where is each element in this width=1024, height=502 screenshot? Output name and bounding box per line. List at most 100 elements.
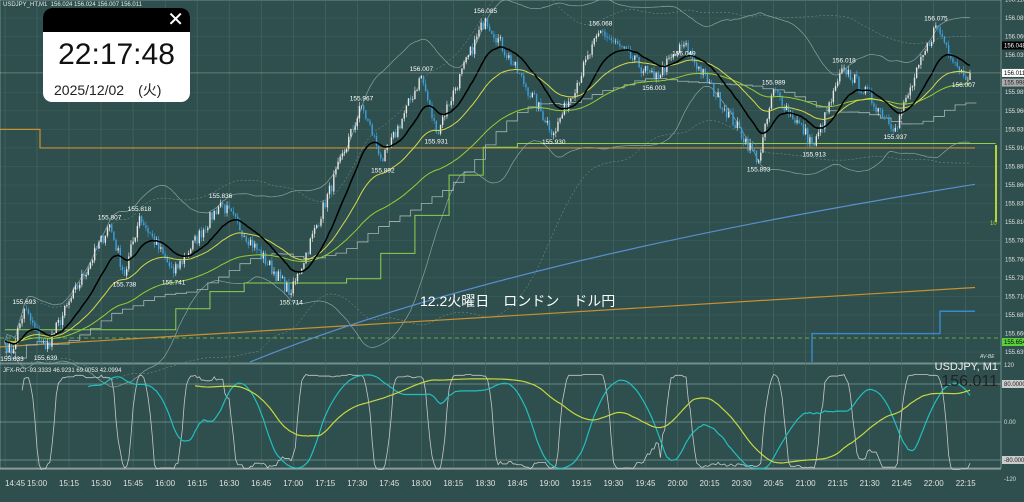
candle-body	[311, 233, 314, 239]
candle-body	[273, 271, 275, 274]
candle-body	[873, 103, 875, 107]
long-ma-line	[0, 286, 976, 348]
price-annotation: 156.007	[952, 82, 976, 89]
candle-body	[550, 130, 553, 136]
candle-body	[76, 285, 79, 289]
candle-body	[486, 18, 489, 27]
candle-body	[170, 266, 173, 268]
candle-body	[969, 72, 971, 80]
price-tag-label: 156.048	[1004, 43, 1024, 49]
candle-body	[113, 231, 115, 241]
candle-body	[40, 340, 42, 343]
candle-body	[243, 236, 245, 238]
candle-body	[305, 252, 307, 264]
candle-body	[719, 92, 721, 108]
candle-body	[143, 222, 145, 226]
candle-body	[794, 119, 796, 123]
price-annotation: 155.693	[12, 299, 36, 306]
candle-body	[535, 94, 538, 109]
candle-body	[809, 137, 811, 143]
candle-body	[555, 131, 557, 134]
candle-body	[503, 50, 506, 56]
y-tick-label: 155.710	[1005, 294, 1024, 300]
candle-body	[945, 42, 948, 45]
candle-body	[745, 138, 747, 143]
y-tick-label: 155.785	[1005, 239, 1024, 245]
candle-body	[303, 263, 305, 269]
candle-body	[935, 25, 937, 28]
candle-body	[629, 49, 632, 59]
price-annotation: 155.931	[425, 138, 449, 145]
candle-body	[241, 230, 243, 237]
candle-body	[21, 318, 23, 324]
rci-header: JFX-RCI -93.3333 46.9231 69.0053 42.0994	[3, 368, 122, 374]
candle-body	[360, 105, 363, 107]
candle-body	[12, 348, 15, 354]
ma-slow-line	[4, 72, 971, 343]
candle-body	[465, 57, 467, 63]
candle-body	[87, 268, 89, 275]
x-tick-label: 18:30	[475, 479, 496, 488]
candle-body	[298, 273, 301, 275]
candle-body	[531, 93, 534, 98]
x-tick-label: 17:30	[347, 479, 368, 488]
clock-titlebar[interactable]: ✕	[43, 8, 190, 32]
candle-body	[587, 55, 589, 60]
price-tag-label: 155.654	[1004, 340, 1024, 346]
candle-body	[730, 111, 732, 113]
candle-body	[213, 210, 215, 220]
candle-body	[202, 229, 205, 238]
candle-body	[264, 252, 267, 265]
candle-body	[488, 26, 491, 31]
y-tick-label: 156.085	[1005, 16, 1024, 22]
candle-body	[324, 202, 326, 208]
candle-body	[416, 89, 418, 91]
candle-body	[646, 66, 649, 71]
candle-body	[715, 96, 717, 97]
candle-body	[636, 55, 638, 58]
candle-body	[634, 55, 636, 60]
candle-body	[747, 138, 749, 151]
y-tick-label: 155.760	[1005, 257, 1024, 263]
candle-body	[348, 136, 350, 149]
x-tick-label: 20:15	[700, 479, 721, 488]
candle-body	[100, 235, 102, 243]
step-line-gray	[5, 78, 977, 359]
candle-body	[335, 169, 337, 175]
candle-body	[775, 89, 777, 90]
candle-body	[138, 216, 141, 226]
candle-body	[49, 342, 51, 347]
candle-body	[544, 120, 546, 123]
candle-body	[245, 236, 247, 242]
candle-body	[343, 152, 346, 154]
candle-body	[672, 54, 674, 58]
candle-body	[574, 93, 576, 98]
candle-body	[345, 148, 348, 153]
candle-body	[595, 35, 598, 39]
candle-body	[200, 230, 203, 238]
candle-body	[59, 320, 62, 326]
x-tick-label: 15:45	[123, 479, 144, 488]
candle-body	[851, 79, 854, 83]
candle-body	[72, 289, 75, 299]
candle-body	[649, 70, 651, 72]
candle-body	[548, 120, 551, 131]
candle-body	[341, 153, 344, 157]
candle-body	[822, 124, 824, 129]
close-icon[interactable]: ✕	[167, 9, 184, 31]
x-tick-label: 16:45	[251, 479, 272, 488]
price-annotation: 155.741	[162, 279, 186, 286]
candle-body	[807, 128, 809, 143]
candle-body	[384, 150, 386, 162]
band-outer-lower	[4, 120, 971, 380]
candle-body	[815, 136, 817, 146]
candle-body	[431, 104, 433, 119]
candle-body	[617, 41, 619, 44]
candle-body	[499, 37, 502, 39]
candle-body	[204, 229, 207, 231]
y-tick-label: 155.735	[1005, 276, 1024, 282]
candle-body	[710, 81, 713, 83]
candle-body	[463, 62, 465, 69]
candle-body	[121, 266, 124, 271]
x-tick-label: 22:15	[956, 479, 977, 488]
